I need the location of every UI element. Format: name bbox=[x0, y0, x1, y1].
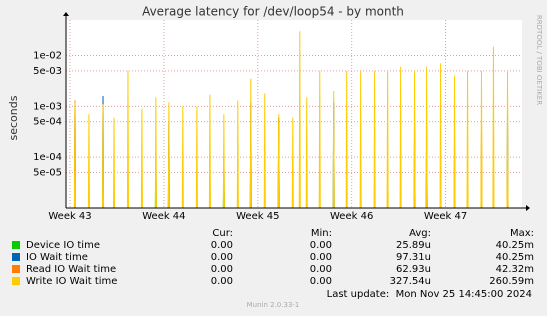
legend-stat: 0.00 bbox=[211, 264, 233, 275]
legend-stat: 0.00 bbox=[310, 276, 332, 287]
legend-stat: 0.00 bbox=[211, 240, 233, 251]
y-tick-label: 5e-03 bbox=[33, 66, 62, 77]
legend-stat: 0.00 bbox=[211, 252, 233, 263]
legend-stat: 40.25m bbox=[496, 252, 534, 263]
legend-stat: 40.25m bbox=[496, 240, 534, 251]
legend-header: Avg: bbox=[409, 228, 431, 239]
legend-stat: 327.54u bbox=[390, 276, 431, 287]
legend-stat: 97.31u bbox=[396, 252, 431, 263]
x-arrow bbox=[526, 205, 530, 211]
x-tick-label: Week 47 bbox=[424, 211, 467, 222]
y-arrow bbox=[63, 12, 69, 16]
legend-label: Write IO Wait time bbox=[26, 276, 117, 287]
side-label: RRDTOOL / TOBI OETIKER bbox=[535, 15, 543, 105]
x-tick-label: Week 43 bbox=[48, 211, 91, 222]
x-tick-label: Week 45 bbox=[236, 211, 279, 222]
legend-stat: 260.59m bbox=[489, 276, 534, 287]
legend-stat: 62.93u bbox=[396, 264, 431, 275]
legend-label: Read IO Wait time bbox=[26, 264, 116, 275]
legend-swatch bbox=[12, 253, 20, 261]
y-tick-label: 5e-05 bbox=[33, 167, 62, 178]
legend-stat: 0.00 bbox=[211, 276, 233, 287]
y-tick-label: 1e-04 bbox=[33, 152, 62, 163]
chart-title: Average latency for /dev/loop54 - by mon… bbox=[142, 5, 404, 19]
footer: Munin 2.0.33-1 bbox=[247, 301, 300, 309]
legend-header: Min: bbox=[311, 228, 332, 239]
legend-swatch bbox=[12, 277, 20, 285]
y-tick-label: 1e-03 bbox=[33, 101, 62, 112]
legend-header: Max: bbox=[510, 228, 534, 239]
x-tick-label: Week 44 bbox=[142, 211, 185, 222]
legend-swatch bbox=[12, 241, 20, 249]
legend-stat: 0.00 bbox=[310, 264, 332, 275]
x-tick-label: Week 46 bbox=[330, 211, 373, 222]
y-axis-label: seconds bbox=[7, 95, 20, 140]
y-tick-label: 1e-02 bbox=[33, 51, 62, 62]
legend-header: Cur: bbox=[212, 228, 233, 239]
legend-stat: 0.00 bbox=[310, 240, 332, 251]
legend-swatch bbox=[12, 265, 20, 273]
legend-stat: 25.89u bbox=[396, 240, 431, 251]
legend-stat: 42.32m bbox=[496, 264, 534, 275]
plot-area bbox=[66, 20, 522, 208]
legend-stat: 0.00 bbox=[310, 252, 332, 263]
legend-label: IO Wait time bbox=[26, 252, 88, 263]
legend-label: Device IO time bbox=[26, 240, 100, 251]
y-tick-label: 5e-04 bbox=[33, 117, 62, 128]
last-update: Last update: Mon Nov 25 14:45:00 2024 bbox=[327, 289, 532, 300]
